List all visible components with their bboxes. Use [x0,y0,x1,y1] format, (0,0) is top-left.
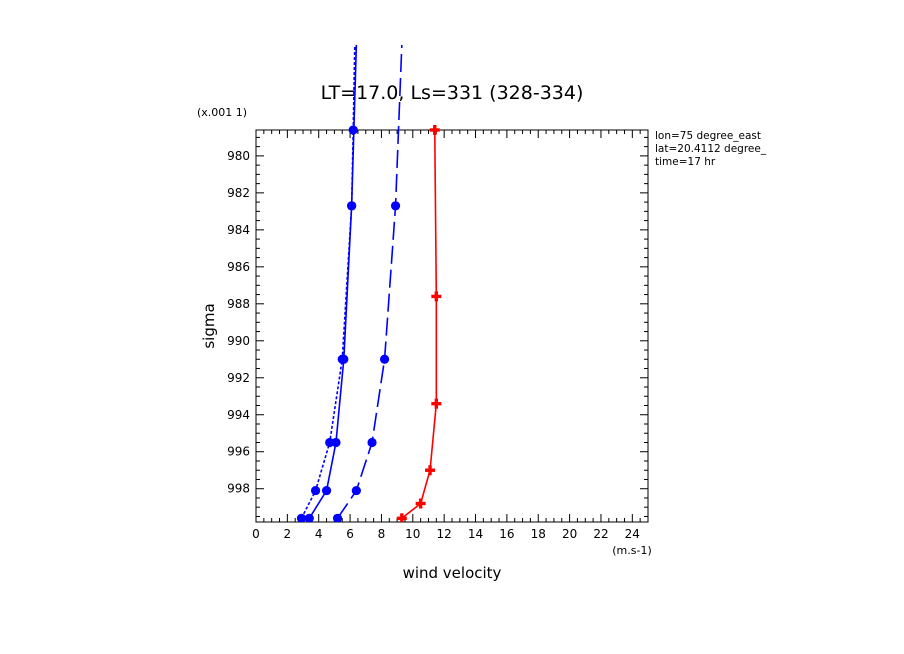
data-point [296,513,307,522]
series-line [300,44,356,519]
y-tick-label: 980 [227,149,250,163]
y-tick-label: 982 [227,186,250,200]
data-point [332,513,343,522]
axis-ticks [255,130,649,522]
data-point [348,125,358,135]
data-point [431,291,442,302]
y-tick-label: 984 [227,223,250,237]
data-point [425,465,436,476]
data-point [415,498,426,509]
y-tick-label: 990 [227,334,250,348]
series-line [401,129,438,519]
data-point [310,485,321,496]
annotation-line: time=17 hr [655,156,716,168]
x-tick-labels: 0 2 4 6 8 10 12 14 16 18 20 22 24 [252,527,640,541]
x-tick-label: 2 [284,527,292,541]
y-tick-labels: 980 982 984 986 988 990 992 994 996 998 [227,149,250,496]
x-tick-label: 22 [593,527,608,541]
x-tick-label: 0 [252,527,260,541]
x-tick-label: 4 [315,527,323,541]
y-axis-label: sigma [200,303,218,348]
series-lines [300,44,438,519]
annotation-line: lat=20.4112 degree_ [655,143,767,155]
y-unit-label: (x.001 1) [197,106,247,119]
x-tick-label: 16 [499,527,514,541]
x-tick-label: 18 [531,527,546,541]
x-tick-label: 10 [405,527,420,541]
x-tick-label: 6 [346,527,354,541]
chart-title: LT=17.0, Ls=331 (328-334) [321,82,584,104]
x-tick-label: 24 [625,527,640,541]
y-tick-label: 994 [227,408,250,422]
series-line [308,44,358,519]
x-tick-label: 14 [468,527,483,541]
x-tick-label: 20 [562,527,577,541]
data-point [367,437,377,448]
series-line [336,44,403,519]
data-point [429,125,440,135]
data-point [351,485,361,496]
x-tick-label: 8 [378,527,386,541]
x-unit-label: (m.s-1) [612,544,652,557]
y-tick-label: 998 [227,482,250,496]
y-tick-label: 986 [227,260,250,274]
y-tick-label: 992 [227,371,250,385]
data-point [390,201,401,211]
data-point [304,513,314,522]
data-point [347,201,357,211]
y-tick-label: 996 [227,445,250,459]
data-point [431,398,442,409]
series-markers [296,125,442,522]
data-point [379,354,390,364]
annotation-line: lon=75 degree_east [655,130,761,142]
data-point [396,513,407,522]
x-axis-label: wind velocity [403,564,502,582]
plot-frame [255,129,649,523]
data-point [325,437,335,448]
y-tick-label: 988 [227,297,250,311]
x-tick-label: 12 [437,527,452,541]
data-point [321,485,332,496]
data-point [337,354,347,364]
